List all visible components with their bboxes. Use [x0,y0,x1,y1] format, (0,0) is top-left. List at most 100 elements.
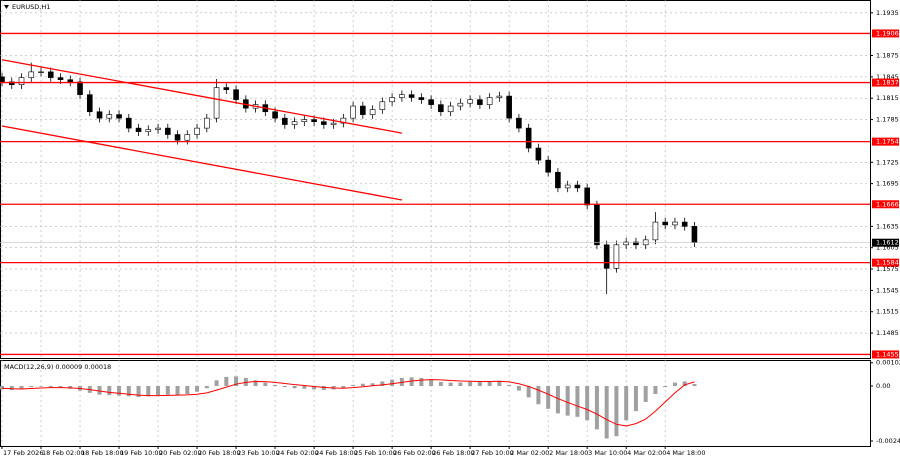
y-tick-label: 1.1545 [876,286,899,294]
x-tick-label: 25 Feb 10:00 [354,449,397,457]
macd-bar [97,386,102,395]
candle-body [506,95,512,119]
candle-body [155,127,161,130]
macd-bar [507,384,512,387]
macd-bar [380,381,385,387]
candle-body [545,159,551,173]
macd-bar [185,386,190,394]
candle-body [447,105,454,113]
candle-body [681,221,688,227]
macd-bar [624,386,629,421]
candle-body [379,101,386,110]
y-tick-label: 1.1785 [876,116,899,124]
macd-bar [575,386,580,417]
macd-bar [9,386,14,391]
candle-body [662,221,668,226]
candle-body [28,71,35,78]
macd-bar [565,386,570,416]
candle-body [642,239,649,246]
candle-body [623,241,629,246]
candle-body [486,97,493,105]
macd-bar [429,379,434,387]
macd-bar [663,386,668,388]
candle-body [389,97,395,103]
candle-body [47,71,54,78]
macd-bar [672,382,677,387]
y-tick-label: 1.1485 [876,329,899,337]
candle-body [584,187,590,206]
candle-body [194,127,200,135]
macd-bar [39,386,44,387]
candle-body [57,77,64,81]
macd-bar [487,381,492,387]
candle-body [67,79,74,83]
macd-bar [58,386,63,388]
macd-bar [292,386,297,389]
macd-bar [126,386,131,397]
macd-bar [107,386,112,396]
x-tick-label: 4 Mar 18:00 [666,449,705,457]
candle-body [369,109,376,115]
candle-body [18,77,25,85]
macd-bar [146,386,151,397]
macd-bar [585,386,590,421]
macd-bar [682,381,687,387]
candle-body [86,94,93,113]
candle-body [555,171,561,189]
candle-body [613,244,620,269]
macd-bar [273,384,278,387]
candle-body [691,226,698,243]
y-tick-label: 1.1875 [876,52,899,60]
y-tick-label: 1.1725 [876,158,899,166]
macd-bar [321,386,326,391]
y-tick-label: 0.00102 [876,359,900,367]
macd-bar [536,386,541,405]
candle-body [525,127,532,149]
x-tick-label: 27 Feb 10:00 [471,449,514,457]
x-tick-label: 18 Feb 02:00 [42,449,85,457]
macd-bar [692,383,697,387]
macd-bar [136,386,141,397]
level-label: 1.1837 [876,79,899,87]
candle-body [164,127,171,135]
x-tick-label: 17 Feb 2026 [3,449,43,457]
macd-bar [341,386,346,389]
macd-bar [360,383,365,387]
macd-bar [302,386,307,389]
macd-bar [633,386,638,412]
symbol-icon [4,5,9,9]
macd-bar [19,386,24,389]
x-tick-label: 24 Feb 02:00 [276,449,319,457]
macd-bar [29,386,34,388]
macd-bar [351,384,356,387]
x-tick-label: 20 Feb 18:00 [198,449,241,457]
x-tick-label: 23 Feb 10:00 [237,449,280,457]
macd-bar [263,382,268,387]
candle-body [311,119,317,123]
macd-bar [370,383,375,387]
candle-body [652,221,659,241]
level-label-box [872,200,899,209]
candle-body [457,102,464,107]
candle-body [116,114,122,119]
y-tick-label: 1.1635 [876,222,899,230]
macd-bar [195,386,200,392]
y-tick-label: 1.1815 [876,94,899,102]
macd-bar [253,380,258,387]
candle-body [0,76,5,83]
macd-bar [234,376,239,387]
y-tick-label: 1.1575 [876,265,899,273]
current-price-box [872,238,899,247]
candle-body [330,122,337,125]
candle-body [564,184,571,189]
candle-body [438,104,444,113]
x-tick-label: 18 Feb 18:00 [81,449,124,457]
macd-bar [214,380,219,387]
x-tick-label: 19 Feb 10:00 [120,449,163,457]
trendline [1,125,402,201]
macd-bar [594,386,599,430]
candle-body [408,94,415,98]
candle-body [360,105,366,115]
candle-body [399,94,405,98]
macd-label: MACD(12,26,9) 0.00009 0.00018 [4,363,111,371]
